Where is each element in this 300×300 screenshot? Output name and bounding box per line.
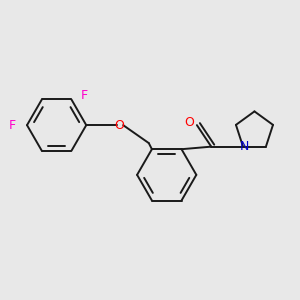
Text: O: O bbox=[114, 118, 124, 132]
Text: F: F bbox=[9, 118, 16, 132]
Text: O: O bbox=[184, 116, 194, 129]
Text: F: F bbox=[81, 89, 88, 102]
Text: N: N bbox=[240, 140, 249, 153]
